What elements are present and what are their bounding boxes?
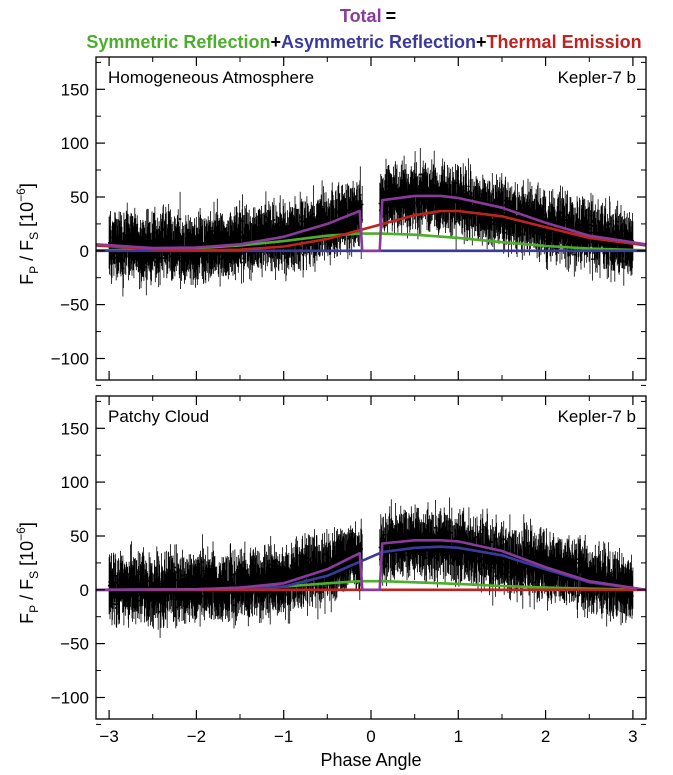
y-tick-label: 0 [80, 242, 89, 261]
x-tick-label: −2 [187, 727, 206, 746]
x-tick-label: 1 [454, 727, 463, 746]
model-curves-layer [95, 539, 647, 592]
error-bars [108, 497, 634, 638]
curve-total [95, 539, 647, 592]
header-total-label: Total [340, 6, 382, 26]
x-tick-label: 2 [541, 727, 550, 746]
y-tick-label: 50 [70, 188, 89, 207]
y-tick-label: −50 [60, 296, 89, 315]
y-tick-label: 0 [80, 581, 89, 600]
y-tick-label: 150 [61, 419, 89, 438]
y-tick-label: 100 [61, 134, 89, 153]
curve-total [95, 194, 647, 253]
y-tick-label: −100 [51, 350, 89, 369]
planet-label: Kepler-7 b [558, 68, 636, 87]
y-tick-label: 150 [61, 80, 89, 99]
svg-text:Total=: Total = [340, 6, 396, 26]
error-bars [108, 147, 634, 297]
y-tick-label: 50 [70, 527, 89, 546]
x-axis-title: Phase Angle [320, 750, 421, 770]
panel-patchy-cloud: −100 −50 0 50 100 150 −3 −2 −1 0 1 2 3 Patchy Cloud… [14, 395, 647, 770]
header-term-asymmetric: Asymmetric Reflection [281, 32, 476, 52]
header-term-symmetric: Symmetric Reflection [86, 32, 270, 52]
axis-ticks [96, 396, 646, 725]
header-term-thermal: Thermal Emission [487, 32, 642, 52]
data-points [107, 525, 635, 613]
model-curves-layer [95, 194, 647, 253]
y-tick-label: −50 [60, 635, 89, 654]
observed-data-layer [107, 147, 635, 297]
y-tick-labels: −100 −50 0 50 100 150 [51, 419, 89, 707]
y-axis-title: FP / FS [10−6] [14, 183, 41, 285]
svg-text:Symmetric Reflection+Asymmetri: Symmetric Reflection+Asymmetric Reflecti… [86, 32, 641, 52]
x-tick-label: 3 [628, 727, 637, 746]
header-equals: = [386, 6, 397, 26]
header-plus-1: + [270, 32, 281, 52]
x-tick-label: −1 [274, 727, 293, 746]
planet-label: Kepler-7 b [558, 407, 636, 426]
observed-data-layer [107, 497, 635, 638]
axis-ticks [96, 57, 646, 386]
panel-label: Homogeneous Atmosphere [108, 68, 314, 87]
y-tick-label: −100 [51, 689, 89, 708]
x-tick-label: −3 [99, 727, 118, 746]
x-tick-label: 0 [366, 727, 375, 746]
y-axis-title: FP / FS [10−6] [14, 522, 41, 624]
y-tick-label: 100 [61, 473, 89, 492]
chart-header: Total = Symmetric Reflection+Asymmetric R… [86, 6, 641, 52]
panel-label: Patchy Cloud [108, 407, 209, 426]
x-tick-labels: −3 −2 −1 0 1 2 3 [99, 727, 637, 746]
curve-thermal [95, 209, 647, 252]
header-plus-2: + [476, 32, 487, 52]
y-tick-labels: −100 −50 0 50 100 150 [51, 80, 89, 368]
